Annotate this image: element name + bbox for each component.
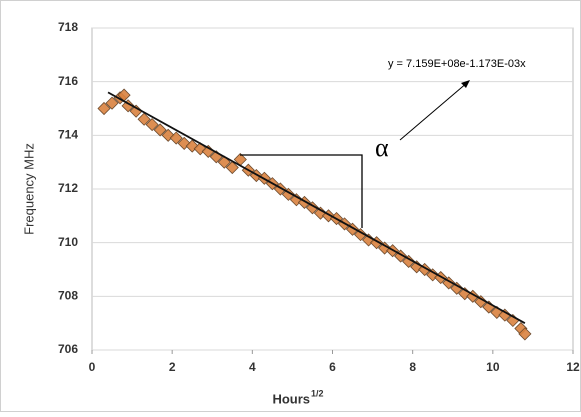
scatter-point	[474, 295, 488, 309]
scatter-point	[353, 228, 368, 242]
scatter-point	[402, 254, 416, 269]
x-tick-label: 0	[89, 360, 96, 374]
y-tick-label: 714	[58, 128, 78, 142]
scatter-point	[305, 201, 320, 215]
arrow-head	[461, 80, 470, 88]
y-tick-label: 710	[58, 235, 78, 249]
annotation-arrow	[399, 81, 469, 141]
scatter-point	[137, 112, 151, 126]
x-tick-label: 8	[409, 360, 416, 374]
x-tick-label: 10	[486, 360, 500, 374]
scatter-point	[518, 327, 532, 341]
angle-bracket	[240, 154, 363, 228]
equation: y = 7.159E+08e-1.173E-03x	[388, 58, 526, 70]
x-tick-label: 6	[329, 360, 336, 374]
trend-line	[107, 91, 526, 324]
y-tick-label: 706	[58, 342, 78, 356]
scatter-point	[394, 249, 408, 263]
scatter-point	[225, 160, 239, 175]
scatter-point	[145, 118, 159, 132]
x-tick-label: 2	[169, 360, 176, 374]
x-axis-label: Hours	[272, 391, 310, 406]
x-tick-label: 4	[249, 360, 256, 374]
y-tick-label: 708	[58, 289, 78, 303]
scatter-point	[450, 281, 464, 295]
scatter-point	[498, 308, 512, 322]
scatter-point	[105, 96, 119, 110]
scatter-point	[153, 123, 167, 137]
y-tick-label: 712	[58, 181, 78, 195]
y-tick-label: 716	[58, 74, 78, 88]
y-tick-label: 718	[58, 20, 78, 34]
x-tick-label: 12	[566, 360, 580, 374]
scatter-point	[97, 101, 111, 116]
y-axis-label: Frequency MHz	[21, 143, 36, 235]
scatter-point	[169, 131, 183, 145]
x-axis-label-superscript: 1/2	[311, 388, 324, 398]
alpha-label: α	[375, 133, 389, 162]
